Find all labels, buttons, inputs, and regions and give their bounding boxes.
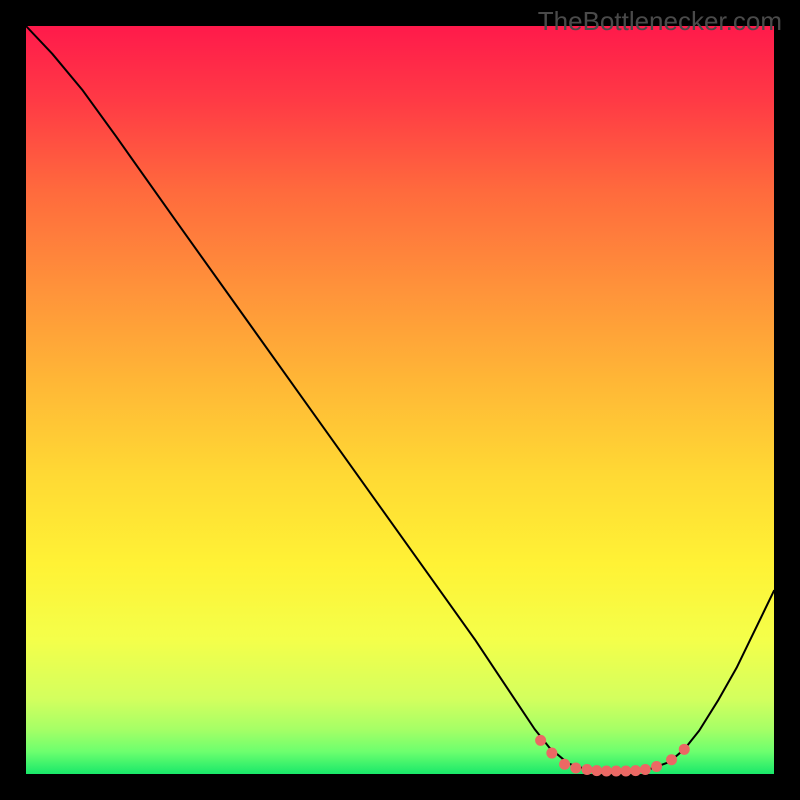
- marker-point: [582, 764, 593, 775]
- plot-background: [26, 26, 774, 774]
- marker-point: [546, 748, 557, 759]
- marker-point: [601, 766, 612, 777]
- marker-point: [679, 744, 690, 755]
- marker-point: [620, 766, 631, 777]
- marker-point: [666, 754, 677, 765]
- marker-point: [611, 766, 622, 777]
- marker-point: [559, 759, 570, 770]
- chart-svg: [0, 0, 800, 800]
- marker-point: [570, 763, 581, 774]
- bottleneck-chart: TheBottlenecker.com: [0, 0, 800, 800]
- marker-point: [591, 765, 602, 776]
- marker-point: [535, 735, 546, 746]
- marker-point: [630, 765, 641, 776]
- marker-point: [640, 764, 651, 775]
- marker-point: [651, 761, 662, 772]
